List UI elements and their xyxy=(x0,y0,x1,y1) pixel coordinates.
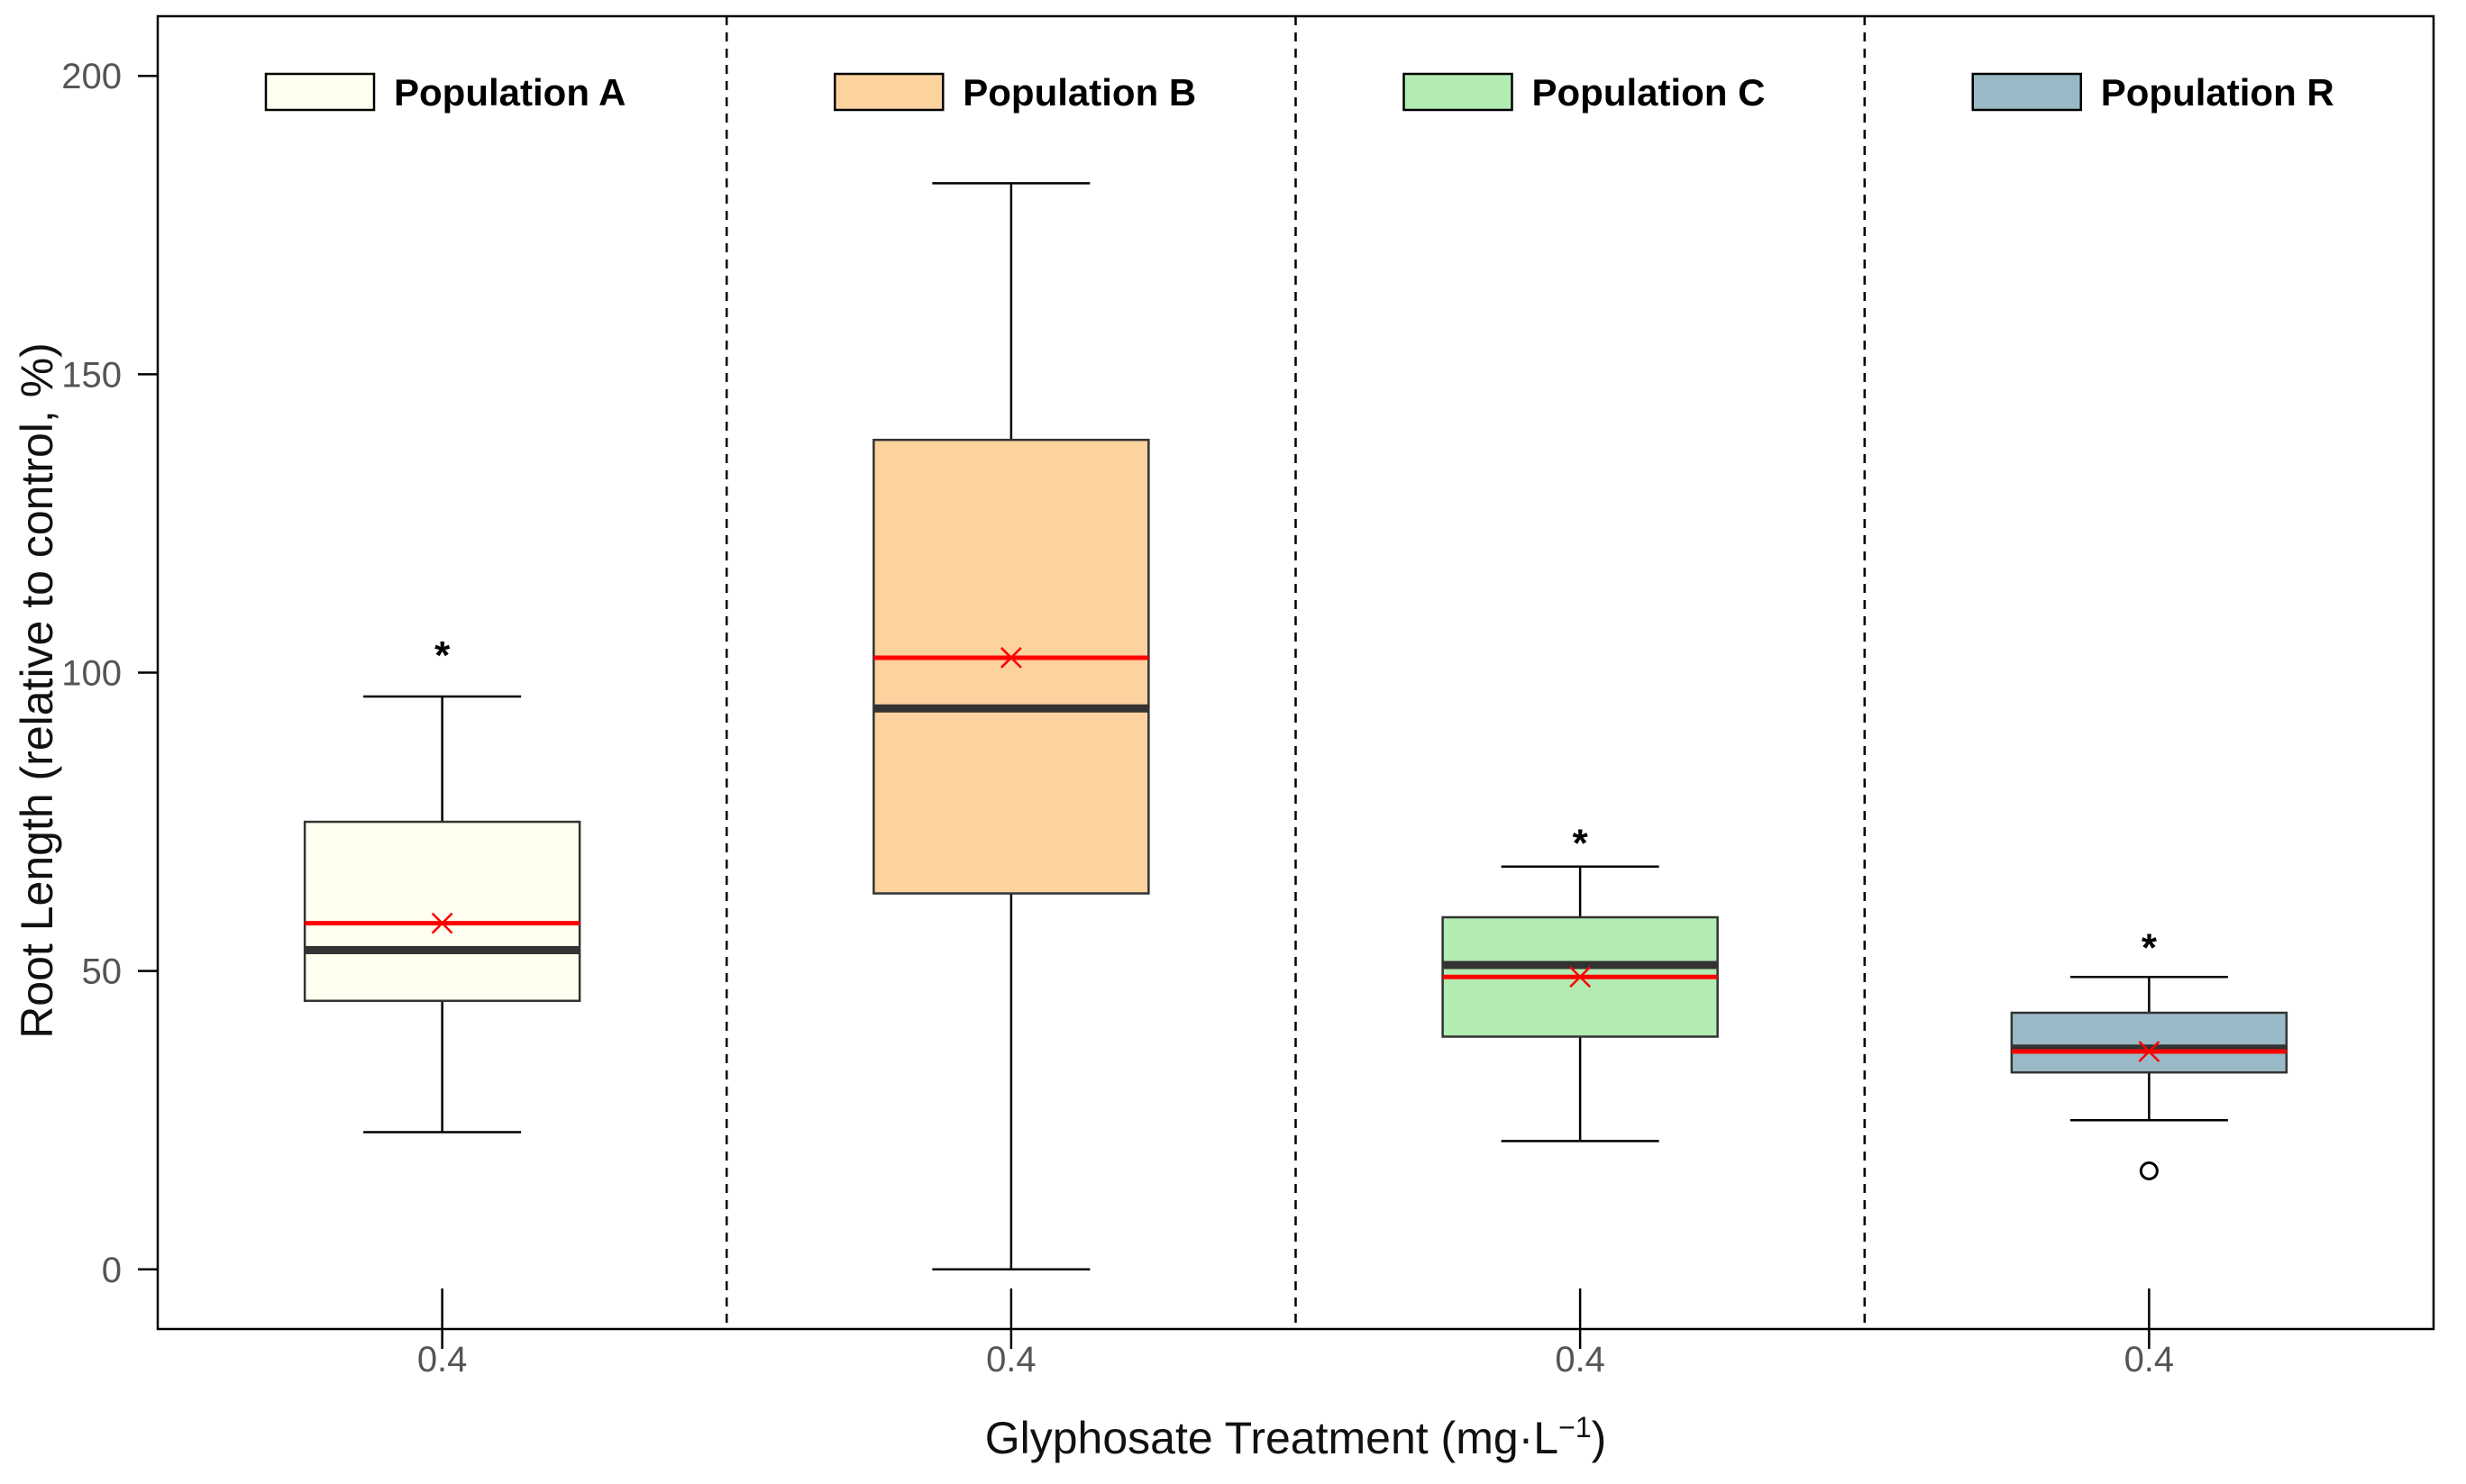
mean-marker xyxy=(1000,647,1022,669)
legend-entry: Population A xyxy=(264,71,626,114)
x-tick-label: 0.4 xyxy=(986,1340,1037,1379)
axes-layer: 0 50 100 150 200 xyxy=(61,14,2435,1331)
legend-entry: Population C xyxy=(1402,71,1766,114)
legend-swatch xyxy=(1402,72,1513,112)
y-tick-label: 200 xyxy=(61,57,122,96)
box-group: 0.4 * xyxy=(1441,822,1719,1379)
significance-marker: * xyxy=(2142,926,2158,970)
y-tick-label: 150 xyxy=(61,355,122,395)
x-axis-title-main: Glyphosate Treatment (mg·L xyxy=(985,1413,1558,1463)
box xyxy=(2010,1011,2288,1074)
y-tick-label: 0 xyxy=(102,1251,122,1290)
mean-marker xyxy=(2138,1041,2160,1062)
y-tick-label: 100 xyxy=(61,654,122,694)
legend-label: Population B xyxy=(963,71,1196,114)
legend-entry: Population B xyxy=(834,71,1196,114)
legend-swatch xyxy=(1971,72,2082,112)
box xyxy=(303,820,581,1002)
x-tick-label: 0.4 xyxy=(417,1340,468,1379)
y-axis-title: Root Length (relative to control, %) xyxy=(12,342,62,1039)
y-tick-label: 50 xyxy=(82,952,123,992)
box-layer: 0.4 * 0.4 0.4 * 0.4 * xyxy=(303,182,2288,1379)
legend-swatch xyxy=(834,72,945,112)
box-group: 0.4 xyxy=(872,182,1150,1379)
mean-marker xyxy=(1569,966,1592,988)
legend-layer: Population A Population B Population C Popu… xyxy=(264,71,2334,114)
legend-label: Population R xyxy=(2101,71,2334,114)
panel-layer xyxy=(726,16,1866,1329)
x-tick-label: 0.4 xyxy=(1555,1340,1605,1379)
box-group: 0.4 * xyxy=(303,633,581,1379)
x-axis-title-close: ) xyxy=(1592,1413,1607,1463)
legend-label: Population C xyxy=(1532,71,1766,114)
outlier-point xyxy=(2139,1161,2159,1180)
box-group: 0.4 * xyxy=(2010,926,2288,1379)
legend-label: Population A xyxy=(394,71,626,114)
significance-marker: * xyxy=(434,633,451,678)
box xyxy=(872,438,1150,895)
x-axis-title: Glyphosate Treatment (mg·L−1) xyxy=(985,1411,1607,1463)
x-tick-label: 0.4 xyxy=(2124,1340,2175,1379)
significance-marker: * xyxy=(1573,822,1589,866)
mean-marker xyxy=(431,912,453,934)
legend-entry: Population R xyxy=(1971,71,2334,114)
x-axis-title-superscript: −1 xyxy=(1558,1411,1591,1443)
legend-swatch xyxy=(264,72,376,112)
